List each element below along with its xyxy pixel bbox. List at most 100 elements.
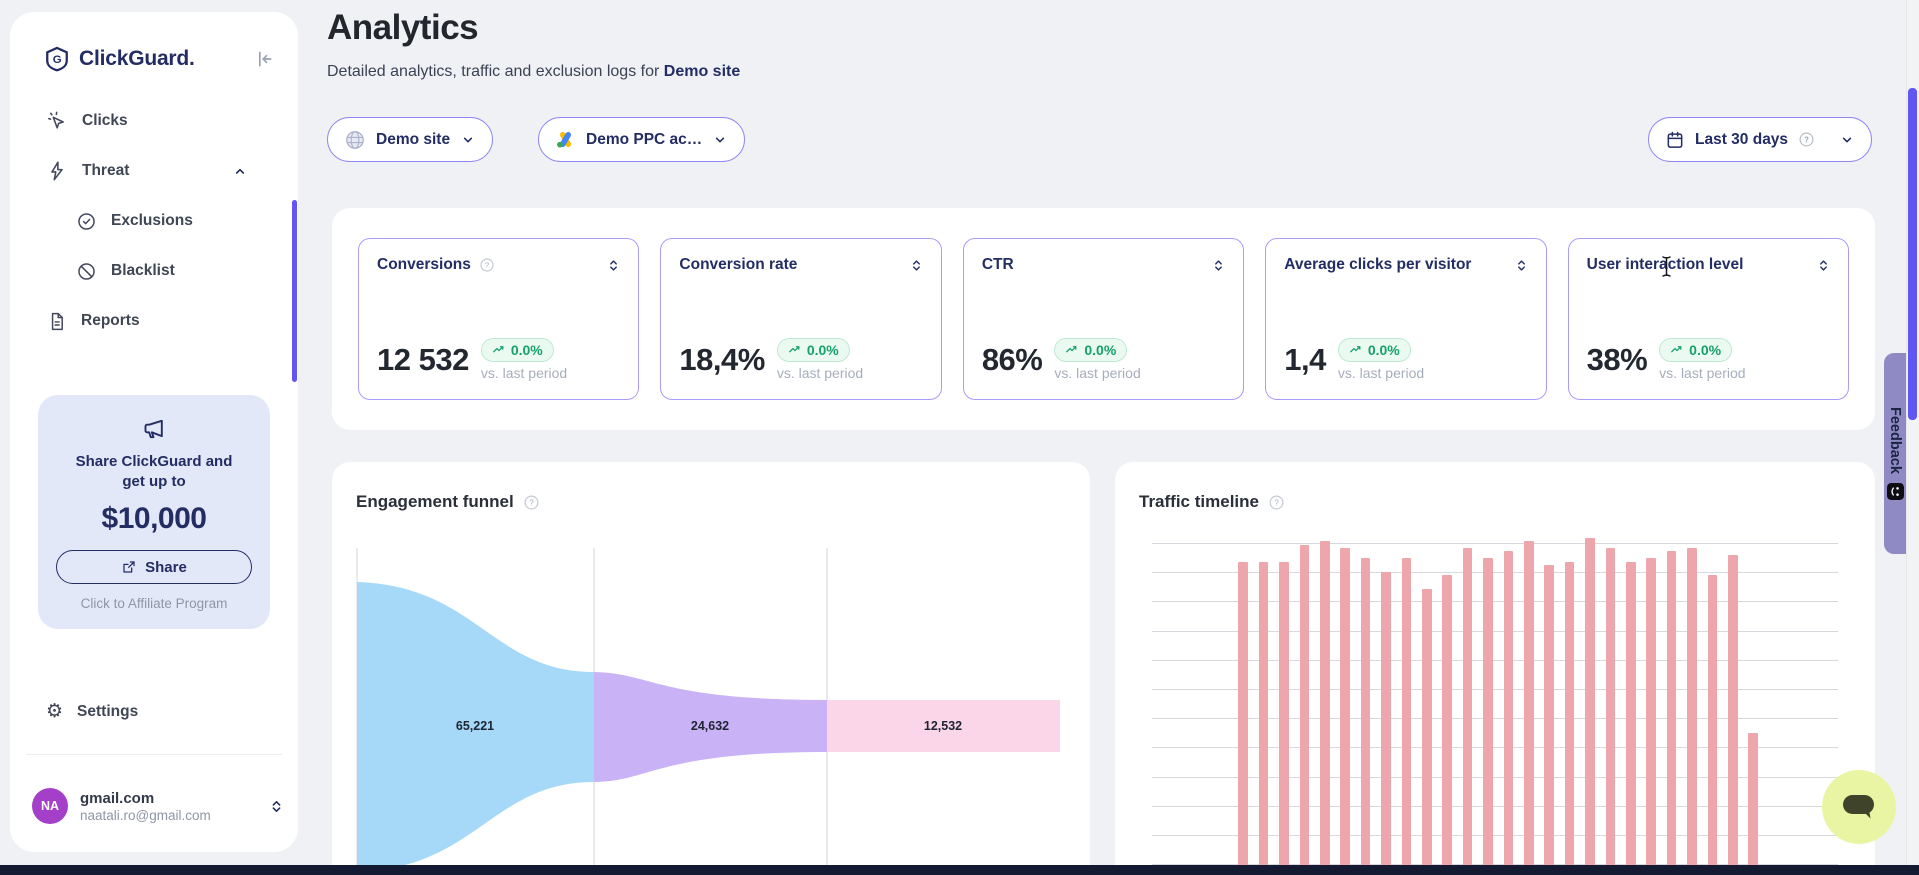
- affiliate-caption[interactable]: Click to Affiliate Program: [80, 596, 228, 611]
- trending-up-icon: [788, 346, 800, 353]
- lightning-icon: [46, 160, 68, 182]
- chat-launcher-button[interactable]: [1822, 770, 1896, 844]
- brand-logo[interactable]: G ClickGuard.: [44, 46, 195, 72]
- traffic-bar: [1728, 555, 1738, 875]
- sidebar-item-label: Exclusions: [111, 212, 193, 229]
- sidebar-item-reports[interactable]: Reports: [10, 296, 298, 346]
- kpi-delta-badge: 0.0%: [776, 338, 850, 362]
- sidebar-item-settings[interactable]: ⚙ Settings: [46, 702, 138, 721]
- gridline: [1152, 543, 1838, 544]
- traffic-bar: [1442, 575, 1452, 875]
- settings-label: Settings: [77, 702, 139, 720]
- sidebar-item-threat[interactable]: Threat: [10, 146, 298, 196]
- trending-up-icon: [1349, 346, 1361, 353]
- select-arrows-icon[interactable]: [1212, 258, 1225, 273]
- document-icon: [46, 311, 67, 332]
- gridline: [1152, 601, 1838, 602]
- traffic-bar: [1524, 541, 1534, 875]
- share-label: Share: [145, 558, 187, 576]
- select-arrows-icon[interactable]: [1515, 258, 1528, 273]
- chevron-up-icon[interactable]: [232, 163, 248, 179]
- share-button[interactable]: Share: [56, 550, 252, 584]
- kpi-delta-caption: vs. last period: [480, 365, 568, 381]
- page-subtitle: Detailed analytics, traffic and exclusio…: [327, 63, 740, 81]
- date-range-selector[interactable]: Last 30 days ?: [1648, 117, 1872, 162]
- gridline: [1152, 747, 1838, 748]
- kpi-title: Average clicks per visitor: [1284, 256, 1472, 273]
- sidebar-collapse-icon[interactable]: [254, 49, 274, 69]
- kpi-card-avg-clicks: Average clicks per visitor 1,4 0.0% vs. …: [1265, 238, 1547, 400]
- feedback-tab[interactable]: Feedback: [1884, 353, 1906, 554]
- help-icon[interactable]: ?: [523, 494, 540, 511]
- megaphone-icon: [50, 415, 258, 442]
- select-arrows-icon[interactable]: [1817, 258, 1830, 273]
- funnel-stage-value: 12,532: [924, 719, 962, 733]
- kpi-delta-value: 0.0%: [1084, 342, 1117, 358]
- page-title: Analytics: [327, 8, 479, 47]
- select-arrows-icon: [269, 799, 284, 814]
- traffic-bar: [1462, 548, 1473, 875]
- chat-bubble-icon: [1843, 795, 1874, 819]
- gridline: [1152, 572, 1838, 573]
- funnel-chart: 65,221 24,632 12,532: [356, 548, 1060, 875]
- gridline: [1152, 777, 1838, 778]
- traffic-bar: [1299, 545, 1310, 875]
- globe-icon: [344, 129, 366, 151]
- kpi-delta-value: 0.0%: [510, 342, 543, 358]
- account-switcher[interactable]: NA gmail.com naatali.ro@gmail.com: [32, 778, 284, 834]
- help-icon[interactable]: ?: [1268, 494, 1285, 511]
- kpi-panel: Conversions ? 12 532 0.0% vs. last perio…: [332, 208, 1875, 430]
- site-selector[interactable]: Demo site: [327, 117, 494, 162]
- timeline-title: Traffic timeline: [1139, 492, 1259, 511]
- scrollbar-thumb[interactable]: [1908, 88, 1917, 420]
- help-icon[interactable]: ?: [1798, 131, 1815, 148]
- kpi-card-conversion-rate: Conversion rate 18,4% 0.0% vs. last peri…: [660, 238, 942, 400]
- gridline: [1152, 718, 1838, 719]
- traffic-bar: [1381, 572, 1391, 875]
- kpi-delta-badge: 0.0%: [1659, 338, 1733, 362]
- chevron-down-icon: [1839, 132, 1855, 148]
- select-arrows-icon[interactable]: [607, 258, 620, 273]
- traffic-bar: [1605, 548, 1616, 875]
- traffic-bar: [1564, 562, 1575, 875]
- brand-name: ClickGuard.: [79, 47, 195, 70]
- sidebar-item-blacklist[interactable]: Blacklist: [10, 246, 298, 296]
- sidebar: G ClickGuard. Clicks Threat: [10, 12, 298, 852]
- promo-line1: Share ClickGuard and: [75, 453, 233, 470]
- kpi-value: 38%: [1586, 341, 1648, 377]
- kpi-delta-caption: vs. last period: [1337, 365, 1425, 381]
- kpi-value: 86%: [981, 341, 1043, 377]
- clickguard-shield-icon: G: [44, 46, 70, 72]
- funnel-stage-value: 65,221: [456, 719, 494, 733]
- avatar: NA: [32, 788, 68, 824]
- select-arrows-icon[interactable]: [910, 258, 923, 273]
- nav-scroll-indicator[interactable]: [292, 200, 297, 382]
- cursor-click-icon: [46, 110, 68, 132]
- svg-text:?: ?: [485, 261, 489, 270]
- traffic-bar: [1626, 562, 1636, 875]
- google-ads-icon: [555, 129, 576, 150]
- gridline: [1152, 660, 1838, 661]
- sidebar-item-clicks[interactable]: Clicks: [10, 96, 298, 146]
- traffic-bar: [1422, 589, 1432, 875]
- svg-text:?: ?: [1274, 498, 1279, 507]
- svg-text:?: ?: [1804, 135, 1809, 144]
- ppc-account-selector[interactable]: Demo PPC ac…: [538, 117, 746, 162]
- affiliate-promo-card: Share ClickGuard and get up to $10,000 S…: [38, 395, 270, 629]
- sidebar-divider: [26, 754, 282, 755]
- help-icon[interactable]: ?: [479, 257, 495, 273]
- sidebar-item-label: Threat: [82, 162, 130, 179]
- gridline: [1152, 806, 1838, 807]
- gear-icon: ⚙: [46, 700, 64, 722]
- account-name: gmail.com: [80, 789, 155, 807]
- trending-up-icon: [1066, 346, 1077, 353]
- bottom-window-edge: [0, 865, 1919, 875]
- kpi-value: 18,4%: [679, 341, 765, 377]
- promo-amount: $10,000: [101, 502, 207, 535]
- kpi-delta-caption: vs. last period: [776, 365, 864, 381]
- kpi-delta-value: 0.0%: [1689, 342, 1722, 358]
- promo-line2: get up to: [122, 473, 186, 490]
- date-range-label: Last 30 days: [1695, 130, 1789, 148]
- sidebar-item-exclusions[interactable]: Exclusions: [10, 196, 298, 246]
- funnel-title: Engagement funnel: [356, 492, 514, 511]
